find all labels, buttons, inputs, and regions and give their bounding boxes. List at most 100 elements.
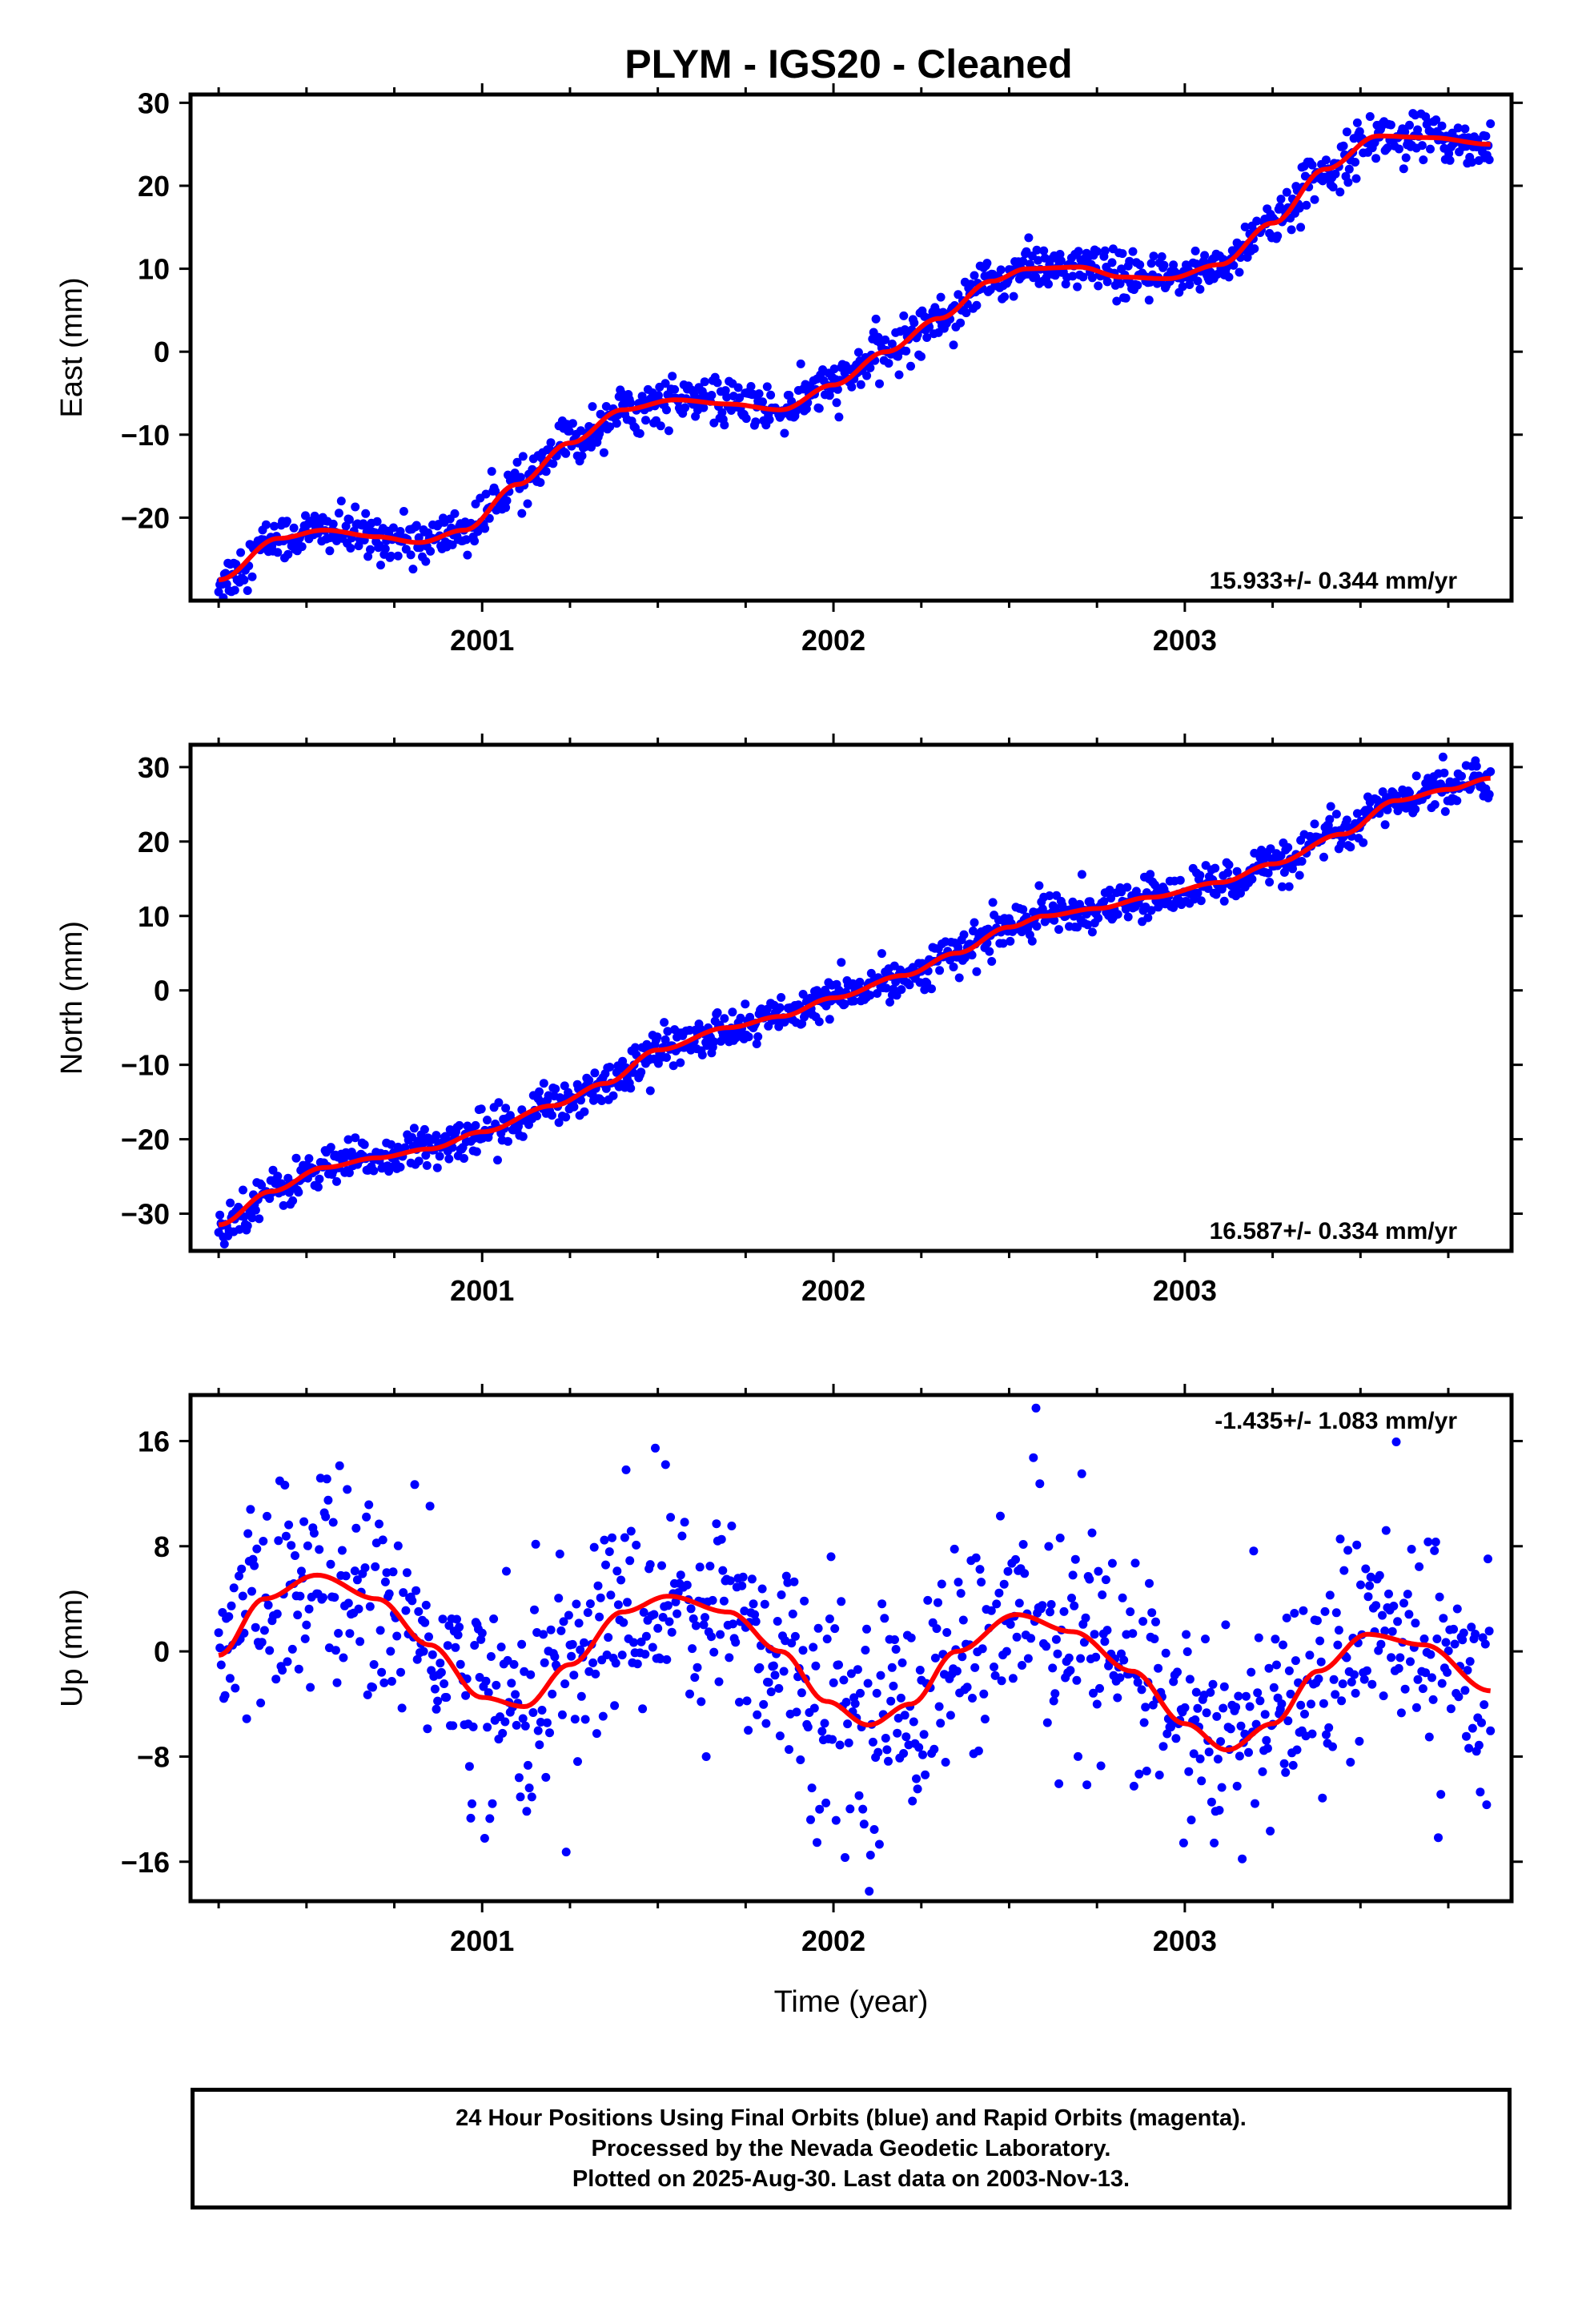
data-point xyxy=(873,989,882,998)
data-point xyxy=(958,1652,967,1662)
data-point xyxy=(1073,923,1082,932)
data-point xyxy=(371,1562,380,1571)
figure-title: PLYM - IGS20 - Cleaned xyxy=(624,42,1072,86)
data-point xyxy=(1481,131,1491,141)
data-point xyxy=(1346,842,1355,852)
data-point xyxy=(524,1783,534,1793)
data-point xyxy=(613,1600,623,1610)
fit-line xyxy=(218,1572,1491,1753)
data-point xyxy=(885,997,894,1007)
data-point xyxy=(326,1143,335,1152)
data-point xyxy=(901,346,911,356)
data-point xyxy=(1400,127,1410,137)
data-point xyxy=(648,1642,657,1652)
data-point xyxy=(583,1608,592,1618)
data-point xyxy=(423,1724,432,1734)
data-point xyxy=(822,1634,832,1644)
data-point xyxy=(517,1639,527,1649)
data-point xyxy=(1262,1735,1271,1745)
data-point xyxy=(713,1008,722,1017)
data-point xyxy=(920,985,930,995)
data-point xyxy=(699,1620,709,1630)
data-point xyxy=(1287,225,1296,235)
data-point xyxy=(1008,1674,1018,1683)
data-point xyxy=(1339,1566,1349,1575)
data-point xyxy=(1424,1732,1434,1742)
data-point xyxy=(798,1646,808,1655)
x-tick-label: 2003 xyxy=(1153,624,1217,657)
data-point xyxy=(591,1669,600,1679)
data-point xyxy=(956,1589,966,1598)
data-point xyxy=(523,499,532,509)
data-point xyxy=(653,1623,663,1633)
data-point xyxy=(946,1711,955,1720)
data-point xyxy=(865,1887,874,1896)
data-point xyxy=(862,371,872,380)
data-point xyxy=(1476,1787,1485,1797)
data-point xyxy=(1144,296,1154,305)
data-point xyxy=(536,1718,545,1727)
data-point xyxy=(1247,1667,1256,1677)
data-point xyxy=(1328,1742,1337,1751)
data-point xyxy=(593,1581,603,1590)
data-point xyxy=(283,1657,292,1667)
data-point xyxy=(368,1683,377,1692)
data-point xyxy=(1232,1781,1242,1791)
data-point xyxy=(707,1632,716,1642)
data-point xyxy=(486,1652,496,1661)
data-point xyxy=(871,314,881,324)
data-point xyxy=(626,1084,636,1093)
data-point xyxy=(1252,216,1262,226)
data-point xyxy=(1113,910,1122,919)
data-point xyxy=(660,1018,669,1027)
data-point xyxy=(470,1641,480,1650)
data-point xyxy=(865,991,875,1000)
data-point xyxy=(1297,857,1307,866)
data-point xyxy=(697,1050,707,1059)
data-point xyxy=(551,1084,560,1094)
data-point xyxy=(1128,1629,1138,1638)
data-point xyxy=(246,1505,255,1514)
data-point xyxy=(1331,1608,1341,1618)
data-point xyxy=(452,1614,461,1624)
data-point xyxy=(1443,1667,1452,1677)
data-point xyxy=(796,359,805,368)
data-point xyxy=(287,1644,297,1654)
data-point xyxy=(701,1613,709,1622)
data-point xyxy=(231,1683,240,1693)
data-point xyxy=(393,551,403,561)
data-point xyxy=(1101,1575,1110,1585)
data-point xyxy=(421,1600,431,1610)
data-point xyxy=(1365,112,1375,121)
data-point xyxy=(1229,260,1239,270)
data-point xyxy=(343,1135,353,1144)
data-point xyxy=(288,1196,298,1205)
data-point xyxy=(858,1804,868,1814)
data-point xyxy=(901,1732,911,1742)
data-point xyxy=(1087,273,1097,283)
data-point xyxy=(1296,1700,1306,1710)
data-point xyxy=(988,898,998,907)
data-point xyxy=(1371,1601,1381,1610)
data-point xyxy=(893,1728,902,1738)
data-point xyxy=(242,1714,251,1723)
data-point xyxy=(1020,1569,1030,1578)
data-point xyxy=(1337,1696,1347,1706)
data-point xyxy=(247,572,257,581)
data-point xyxy=(334,509,343,518)
data-point xyxy=(820,1719,829,1728)
data-point xyxy=(828,1735,837,1744)
data-point xyxy=(699,403,709,412)
data-point xyxy=(270,521,279,531)
data-point xyxy=(400,1143,410,1152)
data-point xyxy=(239,1185,247,1195)
data-point xyxy=(1401,153,1411,163)
data-point xyxy=(576,1691,586,1701)
data-point xyxy=(1092,1699,1102,1709)
data-point xyxy=(1445,155,1455,165)
data-point xyxy=(806,1815,815,1824)
data-point xyxy=(1150,1634,1159,1643)
data-point xyxy=(1018,1661,1026,1670)
data-point xyxy=(691,1621,701,1630)
data-point xyxy=(328,1518,338,1527)
